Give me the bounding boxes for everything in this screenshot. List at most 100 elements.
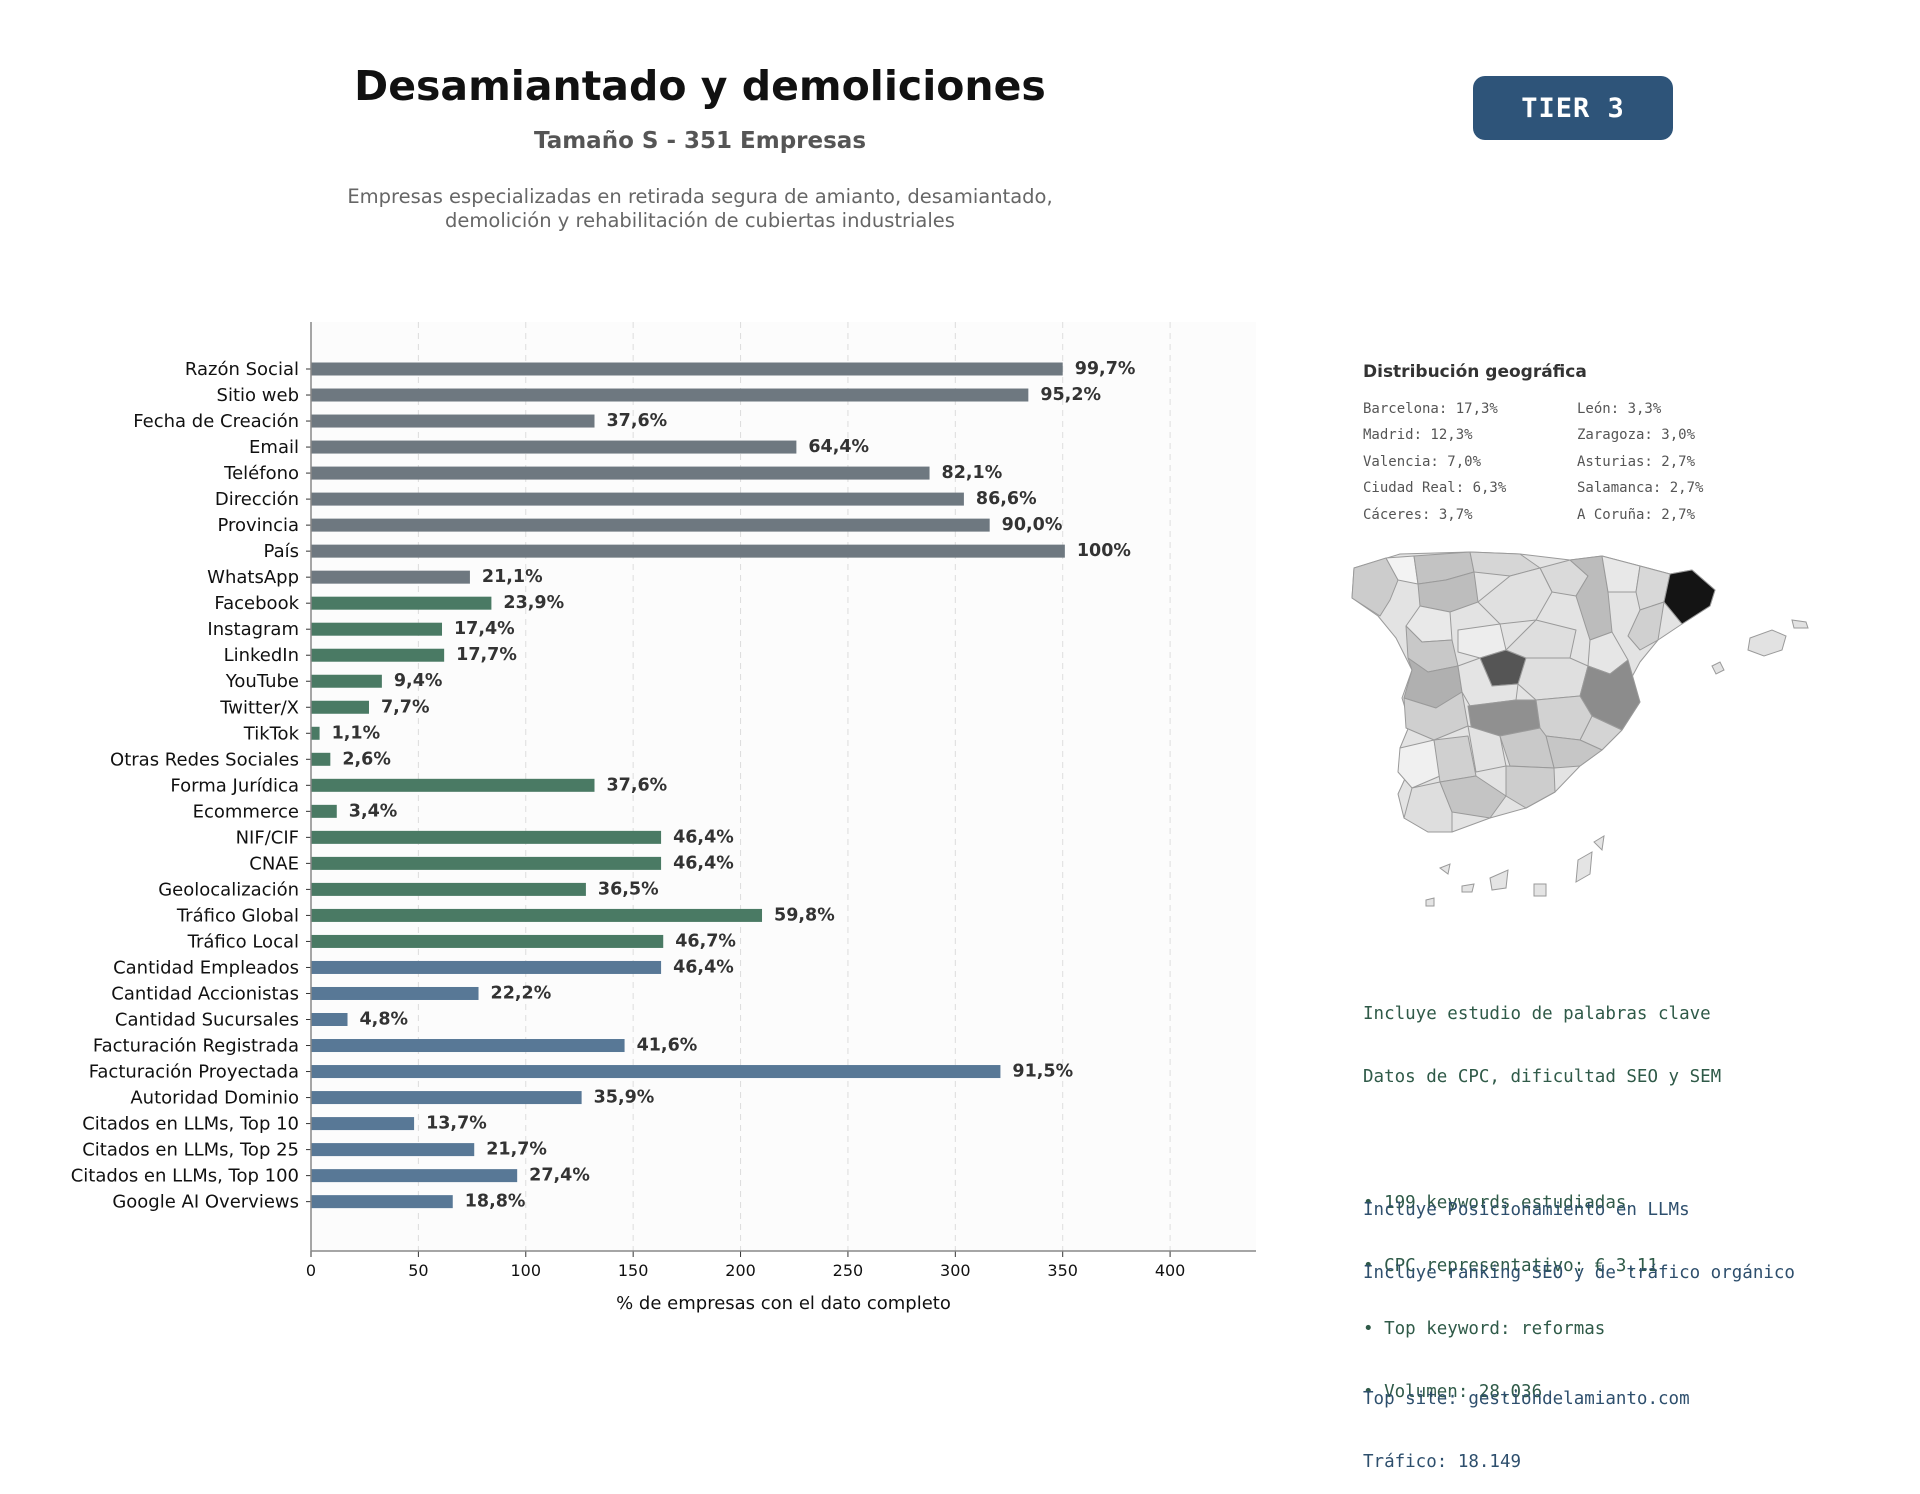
data-label: 17,7% (456, 645, 517, 665)
map-balearics (1711, 619, 1809, 675)
data-label: 64,4% (808, 437, 869, 457)
data-label: 46,4% (673, 957, 734, 977)
data-label: 37,6% (607, 411, 668, 431)
data-label: 18,8% (465, 1192, 526, 1212)
map-mallorca (1747, 629, 1787, 657)
category-label: Facturación Registrada (93, 1036, 299, 1057)
bar (311, 1039, 625, 1053)
x-tick-label: 50 (408, 1261, 428, 1280)
x-tick-label: 200 (725, 1261, 756, 1280)
bar (311, 726, 320, 740)
description-line: Empresas especializadas en retirada segu… (347, 185, 1053, 208)
bar (311, 1091, 582, 1105)
bar (311, 986, 479, 1000)
category-label: Twitter/X (219, 697, 299, 718)
map-canary-2 (1461, 883, 1475, 893)
top-site-traffic: Tráfico: 18.149 (1363, 1452, 1522, 1472)
bar (311, 856, 662, 870)
bar (311, 674, 382, 688)
category-label: Cantidad Empleados (113, 957, 299, 978)
page-subtitle: Tamaño S - 351 Empresas (533, 128, 867, 154)
bar (311, 440, 797, 454)
category-label: Dirección (215, 489, 299, 510)
seo-info-block: Incluye estudio de palabras clave Datos … (1363, 962, 1721, 1424)
bar (311, 1195, 453, 1209)
data-label: 35,9% (594, 1088, 655, 1108)
llm-line: Incluye ranking SEO y de tráfico orgánic… (1363, 1263, 1795, 1283)
map-jaen (1499, 727, 1555, 769)
data-label: 86,6% (976, 489, 1037, 509)
category-label: Email (249, 437, 299, 458)
seo-line: Incluye estudio de palabras clave (1363, 1004, 1711, 1024)
page-description: Empresas especializadas en retirada segu… (250, 185, 1150, 233)
data-label: 1,1% (332, 723, 381, 743)
data-label: 4,8% (360, 1010, 409, 1030)
data-label: 46,7% (675, 931, 736, 951)
tier-badge: TIER 3 (1473, 76, 1673, 140)
data-label: 17,4% (454, 619, 515, 639)
geo-item: Barcelona: 17,3% (1363, 401, 1498, 417)
bar (311, 1117, 415, 1131)
category-label: Cantidad Accionistas (111, 983, 299, 1004)
bar (311, 544, 1065, 558)
bar (311, 492, 964, 506)
geo-item: Asturias: 2,7% (1577, 453, 1696, 470)
map-canarias (1425, 835, 1605, 907)
x-tick-label: 0 (306, 1261, 316, 1280)
data-label: 2,6% (342, 749, 391, 769)
data-label: 7,7% (381, 697, 430, 717)
map-huelva (1397, 739, 1441, 789)
category-label: Forma Jurídica (170, 775, 299, 796)
bar (311, 362, 1063, 376)
data-label: 13,7% (426, 1114, 487, 1134)
bar (311, 778, 595, 792)
bar (311, 518, 990, 532)
page-title: Desamiantado y demoliciones (354, 62, 1046, 110)
data-label: 41,6% (637, 1036, 698, 1056)
data-label: 99,7% (1075, 359, 1136, 379)
map-menorca (1791, 619, 1809, 629)
category-label: País (264, 541, 299, 562)
map-guadalajara (1505, 619, 1577, 659)
bar (311, 1143, 475, 1157)
category-label: Tráfico Global (176, 905, 299, 926)
category-label: Teléfono (223, 463, 299, 484)
category-label: Geolocalización (158, 879, 299, 900)
data-label: 59,8% (774, 905, 835, 925)
category-label: Citados en LLMs, Top 10 (82, 1114, 299, 1135)
x-tick-label: 350 (1047, 1261, 1078, 1280)
x-axis-label: % de empresas con el dato completo (616, 1293, 951, 1314)
seo-bullet: • Top keyword: reformas (1363, 1319, 1606, 1339)
data-label: 95,2% (1040, 385, 1101, 405)
map-granada (1505, 765, 1556, 809)
geo-item: Salamanca: 2,7% (1577, 480, 1704, 497)
category-label: NIF/CIF (236, 827, 299, 848)
category-label: Facturación Proyectada (89, 1062, 299, 1083)
seo-bullet: • CPC representativo: € 3.11 (1363, 1256, 1659, 1276)
top-site: Top site: gestiondelamianto.com (1363, 1389, 1690, 1409)
category-label: LinkedIn (224, 645, 299, 666)
data-label: 37,6% (607, 775, 668, 795)
category-label: Cantidad Sucursales (115, 1010, 299, 1031)
map-sevilla (1433, 735, 1477, 783)
geo-item: Madrid: 12,3% (1363, 427, 1473, 444)
seo-bullet: • Volumen: 28.036 (1363, 1382, 1543, 1402)
map-cuenca (1517, 657, 1589, 701)
data-label: 21,7% (486, 1140, 547, 1160)
bar (311, 752, 331, 766)
data-label: 82,1% (942, 463, 1003, 483)
data-label: 27,4% (529, 1166, 590, 1186)
category-label: YouTube (225, 671, 299, 692)
bar (311, 908, 763, 922)
category-label: Tráfico Local (187, 931, 299, 952)
bar (311, 648, 445, 662)
geo-title: Distribución geográfica (1363, 362, 1587, 382)
category-label: Ecommerce (193, 801, 299, 822)
bar (311, 830, 662, 844)
category-label: Razón Social (185, 359, 299, 380)
data-label: 23,9% (503, 593, 564, 613)
map-canary-7 (1425, 897, 1435, 907)
category-label: Provincia (217, 515, 299, 536)
x-tick-label: 250 (833, 1261, 864, 1280)
bar (311, 622, 443, 636)
